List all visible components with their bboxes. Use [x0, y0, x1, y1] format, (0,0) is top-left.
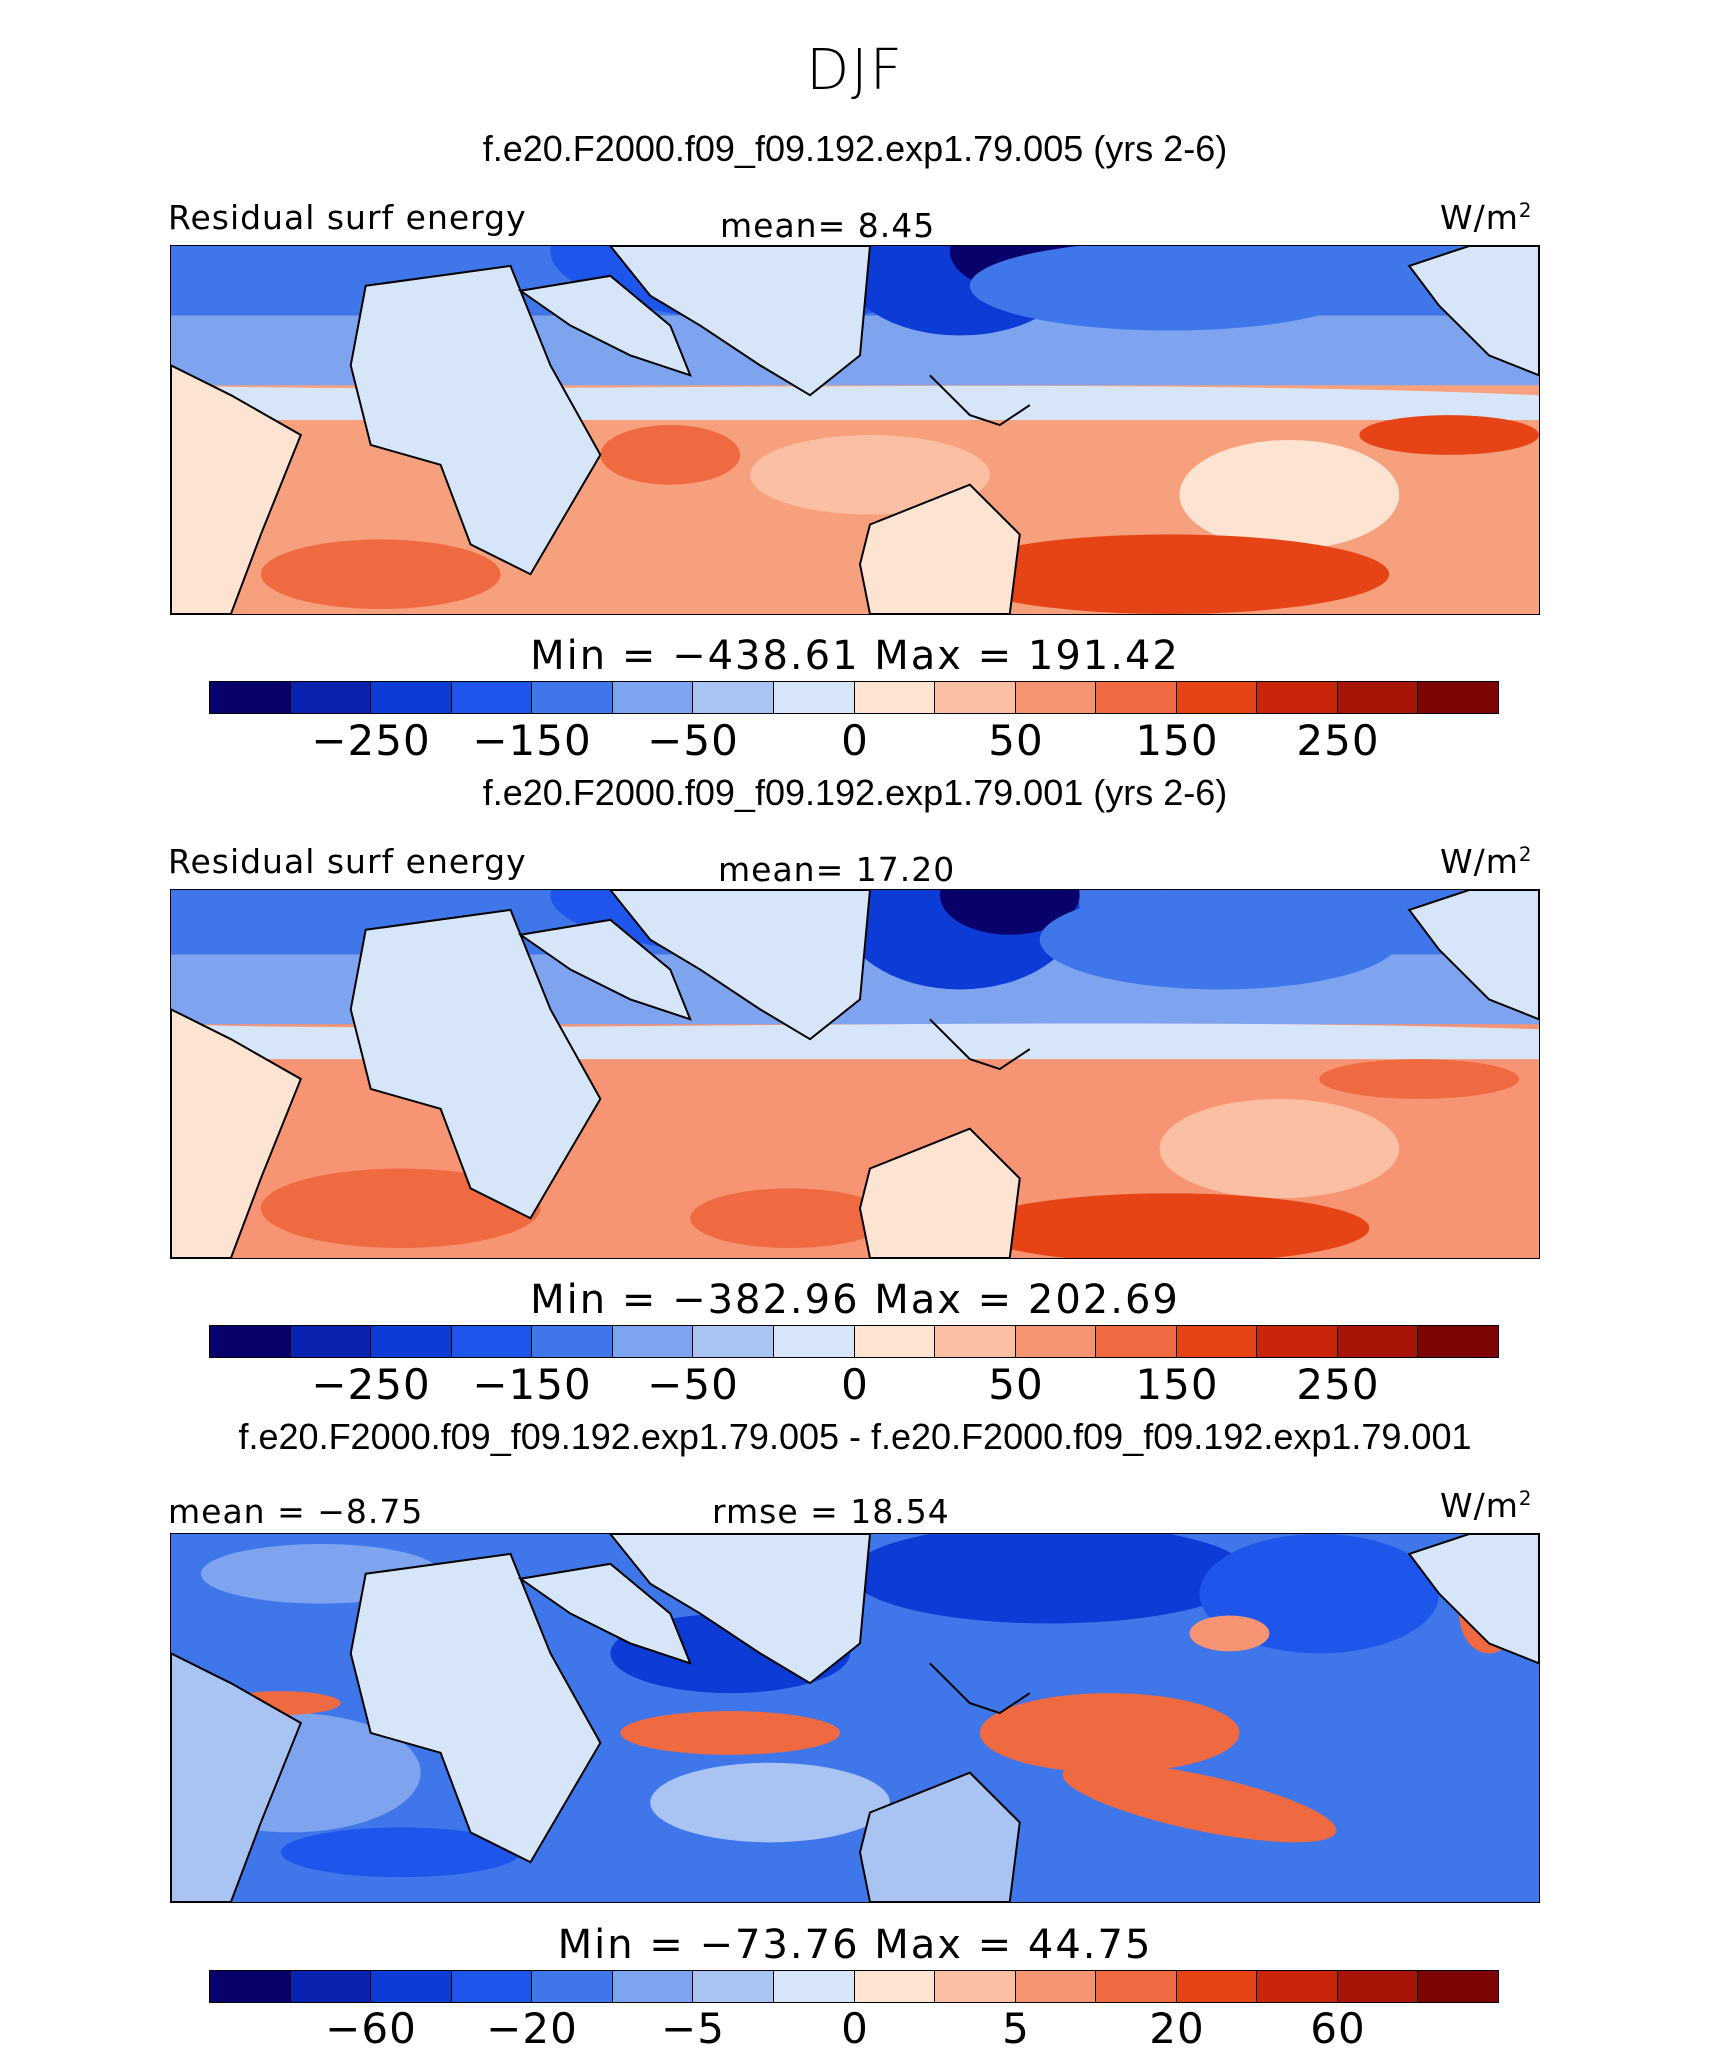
colorbar-swatch: [451, 1326, 533, 1357]
panel-3-minmax: Min = −73.76 Max = 44.75: [557, 1922, 1153, 1968]
panel-1-variable-label: Residual surf energy: [168, 198, 527, 237]
panel-2-variable-label: Residual surf energy: [168, 842, 527, 881]
colorbar-swatch: [371, 1971, 452, 2002]
panel-2-minmax: Min = −382.96 Max = 202.69: [530, 1277, 1180, 1323]
colorbar-swatch: [854, 1971, 936, 2002]
colorbar-swatch: [1337, 682, 1419, 713]
colorbar-swatch: [854, 1326, 936, 1357]
panel-1-colorbar: [209, 681, 1499, 714]
panel-3-units-label: W/m2: [1440, 1486, 1533, 1525]
colorbar-swatch: [693, 1326, 774, 1357]
colorbar-swatch: [210, 682, 291, 713]
colorbar-swatch: [1257, 1326, 1338, 1357]
colorbar-swatch: [1096, 1326, 1177, 1357]
colorbar-swatch: [1015, 1971, 1097, 2002]
colorbar-swatch: [1257, 682, 1338, 713]
colorbar-swatch: [935, 1971, 1016, 2002]
colorbar-swatch: [210, 1971, 291, 2002]
colorbar-swatch: [612, 1971, 694, 2002]
colorbar-tick-label: 60: [1310, 2004, 1366, 2053]
colorbar-swatch: [1096, 1971, 1177, 2002]
panel-2-mean-label: mean= 17.20: [718, 850, 956, 889]
figure-season-title: DJF: [806, 38, 904, 103]
colorbar-swatch: [1418, 1971, 1498, 2002]
colorbar-tick-label: 150: [1135, 716, 1219, 765]
colorbar-swatch: [1096, 682, 1177, 713]
colorbar-tick-label: −5: [661, 2004, 725, 2053]
panel-3-title: f.e20.F2000.f09_f09.192.exp1.79.005 - f.…: [238, 1416, 1472, 1457]
colorbar-tick-label: 0: [841, 716, 869, 765]
colorbar-swatch: [854, 682, 936, 713]
colorbar-swatch: [451, 1971, 533, 2002]
panel-1-units-label: W/m2: [1440, 198, 1533, 237]
colorbar-swatch: [451, 682, 533, 713]
colorbar-tick-label: −150: [472, 1360, 592, 1409]
colorbar-swatch: [693, 1971, 774, 2002]
colorbar-swatch: [773, 1326, 855, 1357]
panel-1-minmax: Min = −438.61 Max = 191.42: [530, 633, 1180, 679]
panel-2-map: [170, 889, 1540, 1259]
panel-1-mean-label: mean= 8.45: [720, 206, 936, 245]
colorbar-tick-label: 50: [988, 716, 1044, 765]
panel-3-map-svg: [171, 1534, 1539, 1902]
colorbar-swatch: [371, 1326, 452, 1357]
colorbar-swatch: [612, 682, 694, 713]
colorbar-swatch: [1176, 1326, 1258, 1357]
colorbar-tick-label: −150: [472, 716, 592, 765]
colorbar-swatch: [773, 682, 855, 713]
panel-2-title: f.e20.F2000.f09_f09.192.exp1.79.001 (yrs…: [482, 772, 1228, 813]
colorbar-swatch: [935, 682, 1016, 713]
colorbar-swatch: [1418, 682, 1498, 713]
colorbar-tick-label: −20: [486, 2004, 578, 2053]
colorbar-tick-label: 0: [841, 1360, 869, 1409]
colorbar-swatch: [532, 682, 613, 713]
panel-2-map-svg: [171, 890, 1539, 1258]
colorbar-swatch: [290, 682, 372, 713]
colorbar-swatch: [1015, 1326, 1097, 1357]
colorbar-tick-label: 150: [1135, 1360, 1219, 1409]
colorbar-tick-label: 250: [1296, 1360, 1380, 1409]
colorbar-tick-label: −250: [311, 1360, 431, 1409]
panel-3-colorbar: [209, 1970, 1499, 2003]
colorbar-tick-label: 250: [1296, 716, 1380, 765]
colorbar-tick-label: 5: [1002, 2004, 1030, 2053]
panel-2-units-label: W/m2: [1440, 842, 1533, 881]
colorbar-swatch: [290, 1326, 372, 1357]
colorbar-tick-label: −50: [647, 716, 739, 765]
colorbar-swatch: [1337, 1971, 1419, 2002]
colorbar-swatch: [210, 1326, 291, 1357]
colorbar-tick-label: 50: [988, 1360, 1044, 1409]
colorbar-swatch: [1176, 1971, 1258, 2002]
colorbar-swatch: [532, 1326, 613, 1357]
colorbar-swatch: [935, 1326, 1016, 1357]
panel-3-map: [170, 1533, 1540, 1903]
colorbar-swatch: [1015, 682, 1097, 713]
colorbar-swatch: [290, 1971, 372, 2002]
colorbar-swatch: [1257, 1971, 1338, 2002]
colorbar-swatch: [1418, 1326, 1498, 1357]
panel-2-colorbar: [209, 1325, 1499, 1358]
panel-1-map-svg: [171, 246, 1539, 614]
panel-1-map: [170, 245, 1540, 615]
colorbar-swatch: [693, 682, 774, 713]
colorbar-swatch: [532, 1971, 613, 2002]
panel-3-mean-label: mean = −8.75: [168, 1492, 424, 1531]
colorbar-swatch: [1337, 1326, 1419, 1357]
colorbar-swatch: [612, 1326, 694, 1357]
colorbar-swatch: [371, 682, 452, 713]
colorbar-tick-label: 20: [1149, 2004, 1205, 2053]
colorbar-tick-label: 0: [841, 2004, 869, 2053]
colorbar-tick-label: −250: [311, 716, 431, 765]
panel-3-rmse-label: rmse = 18.54: [712, 1492, 950, 1531]
colorbar-tick-label: −60: [325, 2004, 417, 2053]
colorbar-tick-label: −50: [647, 1360, 739, 1409]
colorbar-swatch: [773, 1971, 855, 2002]
colorbar-swatch: [1176, 682, 1258, 713]
panel-1-title: f.e20.F2000.f09_f09.192.exp1.79.005 (yrs…: [482, 128, 1228, 169]
